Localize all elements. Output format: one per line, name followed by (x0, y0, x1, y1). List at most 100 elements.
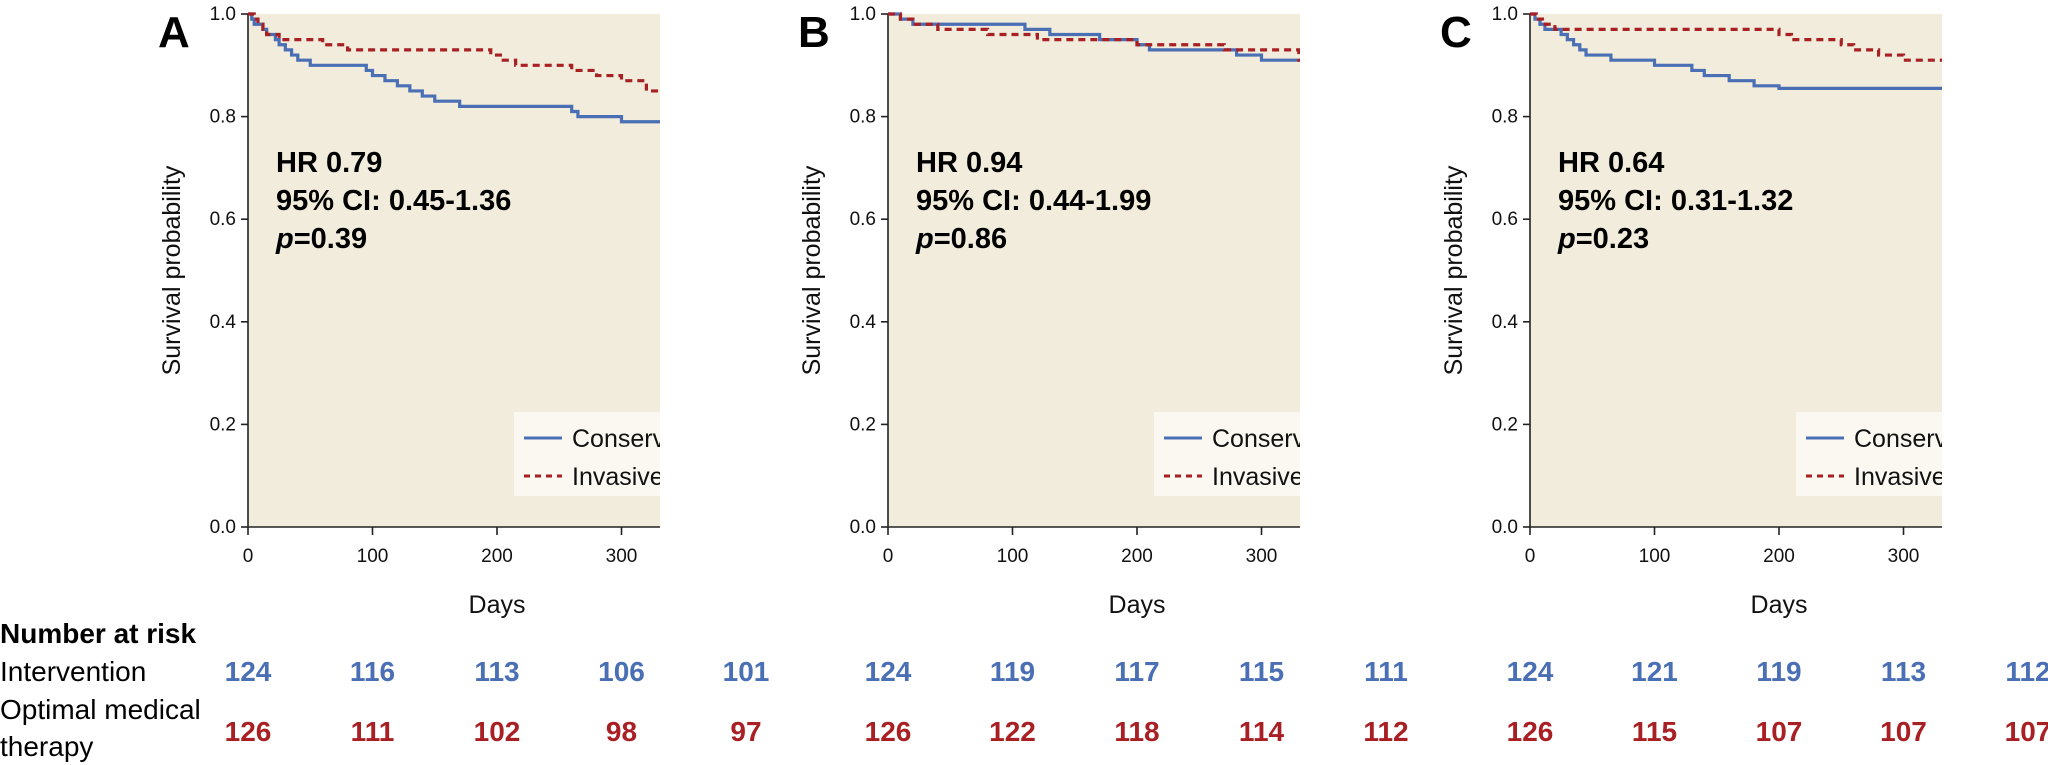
x-axis-title: Days (1751, 591, 1808, 619)
hazard-ratio-text: HR 0.64 (1558, 147, 1664, 179)
risk-omt-count: 111 (350, 716, 395, 747)
conservative-curve (1530, 12, 1942, 90)
risk-intervention-count: 124 (1506, 656, 1554, 687)
invasive-curve (1530, 12, 1942, 62)
risk-omt-count: 115 (1631, 716, 1678, 747)
x-tick-label: 200 (1121, 546, 1153, 567)
legend-label: Conservative (1854, 425, 1942, 453)
confidence-interval-text: 95% CI: 0.31-1.32 (1558, 185, 1793, 217)
risk-omt-count: 118 (1114, 716, 1160, 747)
risk-omt-count: 102 (473, 716, 521, 747)
p-value: =0.39 (294, 223, 367, 255)
legend (1154, 412, 1300, 496)
risk-intervention-count: 121 (1631, 656, 1678, 687)
y-tick-label: 0.6 (1492, 209, 1518, 230)
y-tick-label: 0.8 (1492, 107, 1518, 128)
legend (514, 412, 660, 496)
risk-omt-label-line1: Optimal medical (0, 694, 201, 725)
risk-intervention-count: 113 (1880, 656, 1927, 687)
p-value: =0.86 (934, 223, 1007, 255)
y-tick-label: 1.0 (210, 4, 236, 25)
y-tick-label: 0.4 (210, 312, 237, 333)
x-tick-label: 200 (481, 546, 513, 567)
conservative-curve (888, 12, 1300, 62)
y-tick-label: 0.8 (210, 107, 236, 128)
risk-omt-count: 114 (1238, 716, 1285, 747)
panel-letter: C (1440, 8, 1472, 57)
y-axis-title: Survival probability (1440, 165, 1468, 375)
risk-omt-count: 97 (730, 716, 762, 747)
x-tick-label: 0 (1525, 546, 1536, 567)
risk-omt-label-line2: therapy (0, 731, 94, 762)
p-symbol: p (1557, 223, 1576, 255)
p-value-text: p=0.39 (275, 223, 367, 255)
risk-intervention-count: 124 (864, 656, 912, 687)
panel-letter: B (798, 8, 830, 57)
risk-intervention-count: 101 (722, 656, 770, 687)
risk-intervention-count: 124 (224, 656, 272, 687)
x-tick-label: 100 (997, 546, 1029, 567)
legend (1796, 412, 1942, 496)
hazard-ratio-text: HR 0.94 (916, 147, 1022, 179)
y-axis-title: Survival probability (158, 165, 186, 375)
legend-label: Invasive (1212, 463, 1300, 491)
km-panel-b: 0.00.20.40.60.81.00100200300400DaysSurvi… (798, 4, 1300, 619)
km-panel-c: 0.00.20.40.60.81.00100200300400DaysSurvi… (1440, 4, 1942, 619)
y-tick-label: 0.2 (1492, 414, 1518, 435)
risk-omt-count: 107 (1880, 716, 1927, 747)
legend-label: Conservative (572, 425, 660, 453)
p-symbol: p (275, 223, 294, 255)
legend-label: Invasive (572, 463, 660, 491)
hazard-ratio-text: HR 0.79 (276, 147, 382, 179)
x-axis-title: Days (1109, 591, 1166, 619)
invasive-curve (248, 12, 660, 93)
y-tick-label: 0.4 (1492, 312, 1519, 333)
x-tick-label: 0 (883, 546, 894, 567)
x-tick-label: 300 (606, 546, 638, 567)
confidence-interval-text: 95% CI: 0.44-1.99 (916, 185, 1151, 217)
x-axis-title: Days (469, 591, 526, 619)
p-value-text: p=0.86 (915, 223, 1007, 255)
risk-omt-count: 126 (224, 716, 272, 747)
risk-intervention-label: Intervention (0, 656, 147, 687)
risk-intervention-count: 111 (1364, 656, 1408, 687)
legend-label: Conservative (1212, 425, 1300, 453)
y-axis-title: Survival probability (798, 165, 826, 375)
confidence-interval-text: 95% CI: 0.45-1.36 (276, 185, 511, 217)
y-tick-label: 1.0 (1492, 4, 1518, 25)
y-tick-label: 0.6 (210, 209, 236, 230)
risk-intervention-count: 117 (1114, 656, 1160, 687)
p-value-text: p=0.23 (1557, 223, 1649, 255)
risk-omt-count: 98 (605, 716, 638, 747)
x-tick-label: 300 (1246, 546, 1278, 567)
y-tick-label: 0.4 (850, 312, 877, 333)
y-tick-label: 0.0 (850, 517, 876, 538)
y-tick-label: 1.0 (850, 4, 876, 25)
x-tick-label: 100 (1639, 546, 1671, 567)
y-tick-label: 0.0 (1492, 517, 1518, 538)
x-tick-label: 100 (357, 546, 389, 567)
legend-label: Invasive (1854, 463, 1942, 491)
risk-intervention-count: 119 (1756, 656, 1802, 687)
risk-table-title: Number at risk (0, 618, 197, 649)
risk-omt-count: 126 (1506, 716, 1554, 747)
risk-intervention-count: 115 (1238, 656, 1285, 687)
km-panel-a: 0.00.20.40.60.81.00100200300400DaysSurvi… (158, 4, 660, 619)
risk-omt-count: 107 (1755, 716, 1803, 747)
risk-omt-count: 126 (864, 716, 912, 747)
y-tick-label: 0.0 (210, 517, 236, 538)
p-symbol: p (915, 223, 934, 255)
risk-intervention-count: 113 (474, 656, 520, 687)
y-tick-label: 0.2 (210, 414, 236, 435)
risk-intervention-count: 106 (598, 656, 645, 687)
risk-omt-count: 112 (1363, 716, 1409, 747)
y-tick-label: 0.6 (850, 209, 876, 230)
p-value: =0.23 (1576, 223, 1649, 255)
x-tick-label: 300 (1888, 546, 1920, 567)
risk-omt-count: 107 (2004, 716, 2048, 747)
x-tick-label: 0 (243, 546, 254, 567)
y-tick-label: 0.8 (850, 107, 876, 128)
risk-intervention-count: 112 (2005, 656, 2048, 687)
risk-intervention-count: 119 (989, 656, 1036, 687)
panel-letter: A (158, 8, 190, 57)
